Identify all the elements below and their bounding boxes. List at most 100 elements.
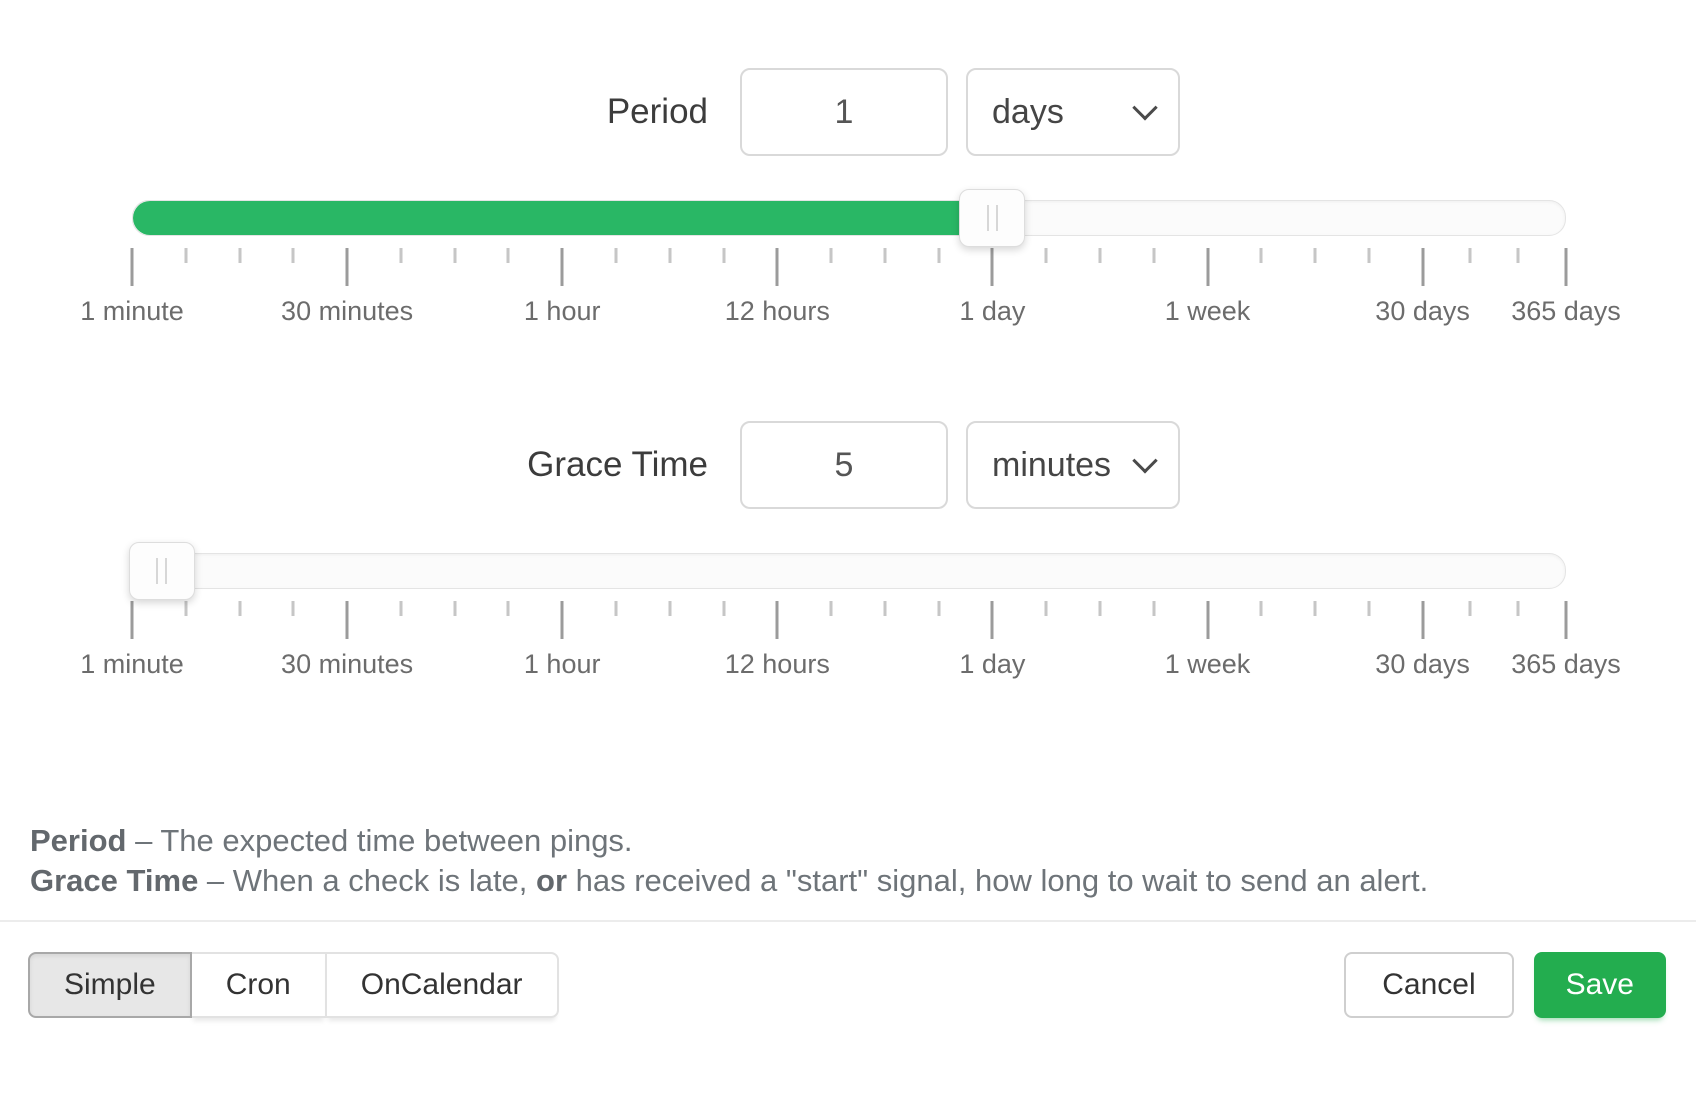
period-tick-label: 1 minute bbox=[80, 296, 184, 326]
grace-tick-label: 365 days bbox=[1511, 649, 1621, 679]
grace-major-tick bbox=[1206, 601, 1209, 639]
period-unit-value: days bbox=[992, 92, 1064, 131]
period-minor-tick bbox=[668, 248, 672, 263]
grace-minor-tick bbox=[829, 601, 833, 616]
help-grace-or: or bbox=[536, 863, 568, 898]
grace-tick-label: 1 hour bbox=[523, 649, 601, 679]
period-minor-tick bbox=[614, 248, 618, 263]
period-value-input[interactable] bbox=[740, 68, 948, 156]
grace-major-tick bbox=[1564, 601, 1568, 639]
period-minor-tick bbox=[883, 248, 887, 263]
chevron-down-icon bbox=[1132, 448, 1158, 474]
grace-major-tick bbox=[775, 601, 779, 639]
period-minor-tick bbox=[1516, 248, 1520, 263]
period-major-tick bbox=[130, 248, 134, 286]
grace-unit-select[interactable]: minutes bbox=[966, 421, 1180, 509]
grace-section: Grace Time minutes 1 minute 30 minutes 1 h… bbox=[0, 421, 1696, 679]
period-slider-track[interactable] bbox=[132, 189, 1566, 247]
help-grace-term: Grace Time bbox=[30, 863, 199, 898]
grace-minor-tick bbox=[1313, 601, 1317, 616]
grace-minor-tick bbox=[1259, 601, 1263, 616]
grace-minor-tick bbox=[614, 601, 618, 616]
grace-tick-label: 1 day bbox=[959, 649, 1026, 679]
period-minor-tick bbox=[238, 248, 242, 263]
grace-major-tick bbox=[345, 601, 349, 639]
grace-major-tick bbox=[1421, 601, 1425, 639]
grace-unit-value: minutes bbox=[992, 445, 1112, 484]
chevron-down-icon bbox=[1132, 95, 1158, 121]
grace-tick-label: 1 week bbox=[1164, 649, 1251, 679]
period-minor-tick bbox=[291, 248, 295, 263]
footer-bar: Simple Cron OnCalendar Cancel Save bbox=[0, 920, 1696, 1018]
help-grace-text-2: has received a "start" signal, how long … bbox=[567, 863, 1429, 898]
mode-button-simple[interactable]: Simple bbox=[28, 952, 192, 1018]
help-text: Period – The expected time between pings… bbox=[30, 821, 1696, 901]
period-minor-tick bbox=[506, 248, 510, 263]
period-minor-tick bbox=[1468, 248, 1472, 263]
period-major-tick bbox=[1421, 248, 1425, 286]
grace-major-tick bbox=[990, 601, 994, 639]
handle-grip-icon bbox=[986, 205, 989, 231]
grace-minor-tick bbox=[1044, 601, 1048, 616]
grace-label: Grace Time bbox=[527, 445, 708, 484]
period-minor-tick bbox=[722, 248, 726, 263]
grace-major-tick bbox=[130, 601, 134, 639]
grace-slider-handle[interactable] bbox=[128, 542, 195, 600]
grace-slider-track[interactable] bbox=[128, 542, 1566, 600]
period-minor-tick bbox=[1152, 248, 1156, 263]
period-ruler: 1 minute 30 minutes 1 hour 12 hours 1 day 1 w… bbox=[80, 248, 1621, 326]
period-minor-tick bbox=[1259, 248, 1263, 263]
grace-ruler: 1 minute 30 minutes 1 hour 12 hours 1 day 1 w… bbox=[80, 601, 1621, 679]
period-minor-tick bbox=[829, 248, 833, 263]
grace-value-input[interactable] bbox=[740, 421, 948, 509]
grace-minor-tick bbox=[238, 601, 242, 616]
period-minor-tick bbox=[184, 248, 188, 263]
handle-grip-icon bbox=[165, 558, 168, 584]
period-slider-fill bbox=[133, 201, 993, 235]
period-minor-tick bbox=[1367, 248, 1371, 263]
grace-minor-tick bbox=[506, 601, 510, 616]
period-minor-tick bbox=[937, 248, 941, 263]
action-buttons: Cancel Save bbox=[1344, 952, 1666, 1018]
period-tick-label: 30 minutes bbox=[281, 296, 414, 326]
grace-minor-tick bbox=[1367, 601, 1371, 616]
grace-minor-tick bbox=[937, 601, 941, 616]
period-minor-tick bbox=[399, 248, 403, 263]
grace-tick-label: 30 days bbox=[1375, 649, 1470, 679]
period-slider: 1 minute 30 minutes 1 hour 12 hours 1 day 1 w… bbox=[80, 189, 1621, 326]
period-minor-tick bbox=[1313, 248, 1317, 263]
period-slider-handle[interactable] bbox=[959, 189, 1026, 247]
period-tick-label: 12 hours bbox=[724, 296, 830, 326]
grace-minor-tick bbox=[1098, 601, 1102, 616]
mode-button-cron[interactable]: Cron bbox=[189, 952, 327, 1018]
period-major-tick bbox=[990, 248, 994, 286]
help-line-grace: Grace Time – When a check is late, or ha… bbox=[30, 861, 1696, 901]
grace-minor-tick bbox=[184, 601, 188, 616]
period-major-tick bbox=[1206, 248, 1209, 286]
grace-minor-tick bbox=[291, 601, 295, 616]
cancel-button[interactable]: Cancel bbox=[1344, 952, 1514, 1018]
period-major-tick bbox=[560, 248, 564, 286]
period-row: Period days bbox=[0, 68, 1696, 156]
grace-minor-tick bbox=[1516, 601, 1520, 616]
grace-row: Grace Time minutes bbox=[0, 421, 1696, 509]
period-minor-tick bbox=[1098, 248, 1102, 263]
grace-minor-tick bbox=[883, 601, 887, 616]
period-section: Period days 1 minute 30 minutes 1 hour 12 h… bbox=[0, 68, 1696, 326]
grace-slider: 1 minute 30 minutes 1 hour 12 hours 1 day 1 w… bbox=[80, 542, 1621, 679]
grace-tick-label: 1 minute bbox=[80, 649, 184, 679]
grace-tick-label: 12 hours bbox=[724, 649, 830, 679]
grace-tick-label: 30 minutes bbox=[281, 649, 414, 679]
grace-minor-tick bbox=[1152, 601, 1156, 616]
grace-minor-tick bbox=[722, 601, 726, 616]
period-label: Period bbox=[606, 92, 708, 131]
period-tick-label: 1 hour bbox=[523, 296, 601, 326]
period-major-tick bbox=[1564, 248, 1568, 286]
save-button[interactable]: Save bbox=[1533, 952, 1666, 1018]
help-line-period: Period – The expected time between pings… bbox=[30, 821, 1696, 861]
period-tick-label: 30 days bbox=[1375, 296, 1470, 326]
mode-button-oncalendar[interactable]: OnCalendar bbox=[324, 952, 559, 1018]
handle-grip-icon bbox=[995, 205, 998, 231]
period-minor-tick bbox=[1044, 248, 1048, 263]
period-unit-select[interactable]: days bbox=[966, 68, 1180, 156]
